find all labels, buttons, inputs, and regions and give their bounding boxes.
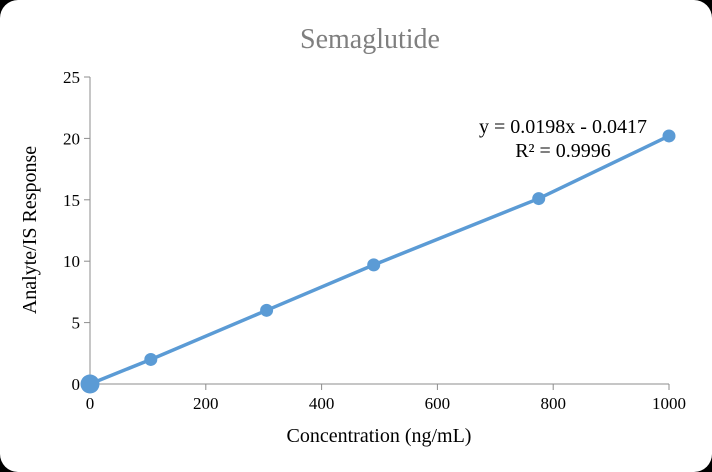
data-point — [532, 192, 546, 206]
y-tick-label: 0 — [72, 375, 81, 394]
data-point — [80, 374, 100, 394]
equation-annotation: y = 0.0198x - 0.0417 — [479, 116, 647, 138]
y-axis-title: Analyte/IS Response — [19, 146, 41, 314]
y-tick-label: 15 — [63, 191, 80, 210]
x-axis-title: Concentration (ng/mL) — [287, 425, 472, 447]
x-tick-label: 400 — [309, 394, 335, 413]
x-tick-label: 1000 — [652, 394, 686, 413]
y-tick-label: 10 — [63, 252, 80, 271]
x-tick-label: 800 — [540, 394, 566, 413]
tick-labels: 0 5 10 15 20 25 0 200 400 600 800 1000 — [63, 68, 686, 413]
y-tick-label: 25 — [63, 68, 80, 87]
data-point — [367, 258, 381, 272]
axes — [84, 76, 670, 390]
x-tick-label: 0 — [86, 394, 95, 413]
series-line — [88, 134, 671, 386]
y-tick-label: 5 — [72, 314, 81, 333]
y-tick-label: 20 — [63, 129, 80, 148]
x-tick-label: 200 — [193, 394, 219, 413]
chart-title: Semaglutide — [300, 24, 440, 55]
data-point — [662, 129, 676, 143]
data-point — [144, 352, 158, 366]
data-series — [80, 129, 676, 394]
r-squared-annotation: R² = 0.9996 — [515, 140, 611, 162]
data-point — [260, 303, 274, 317]
x-tick-label: 600 — [425, 394, 451, 413]
